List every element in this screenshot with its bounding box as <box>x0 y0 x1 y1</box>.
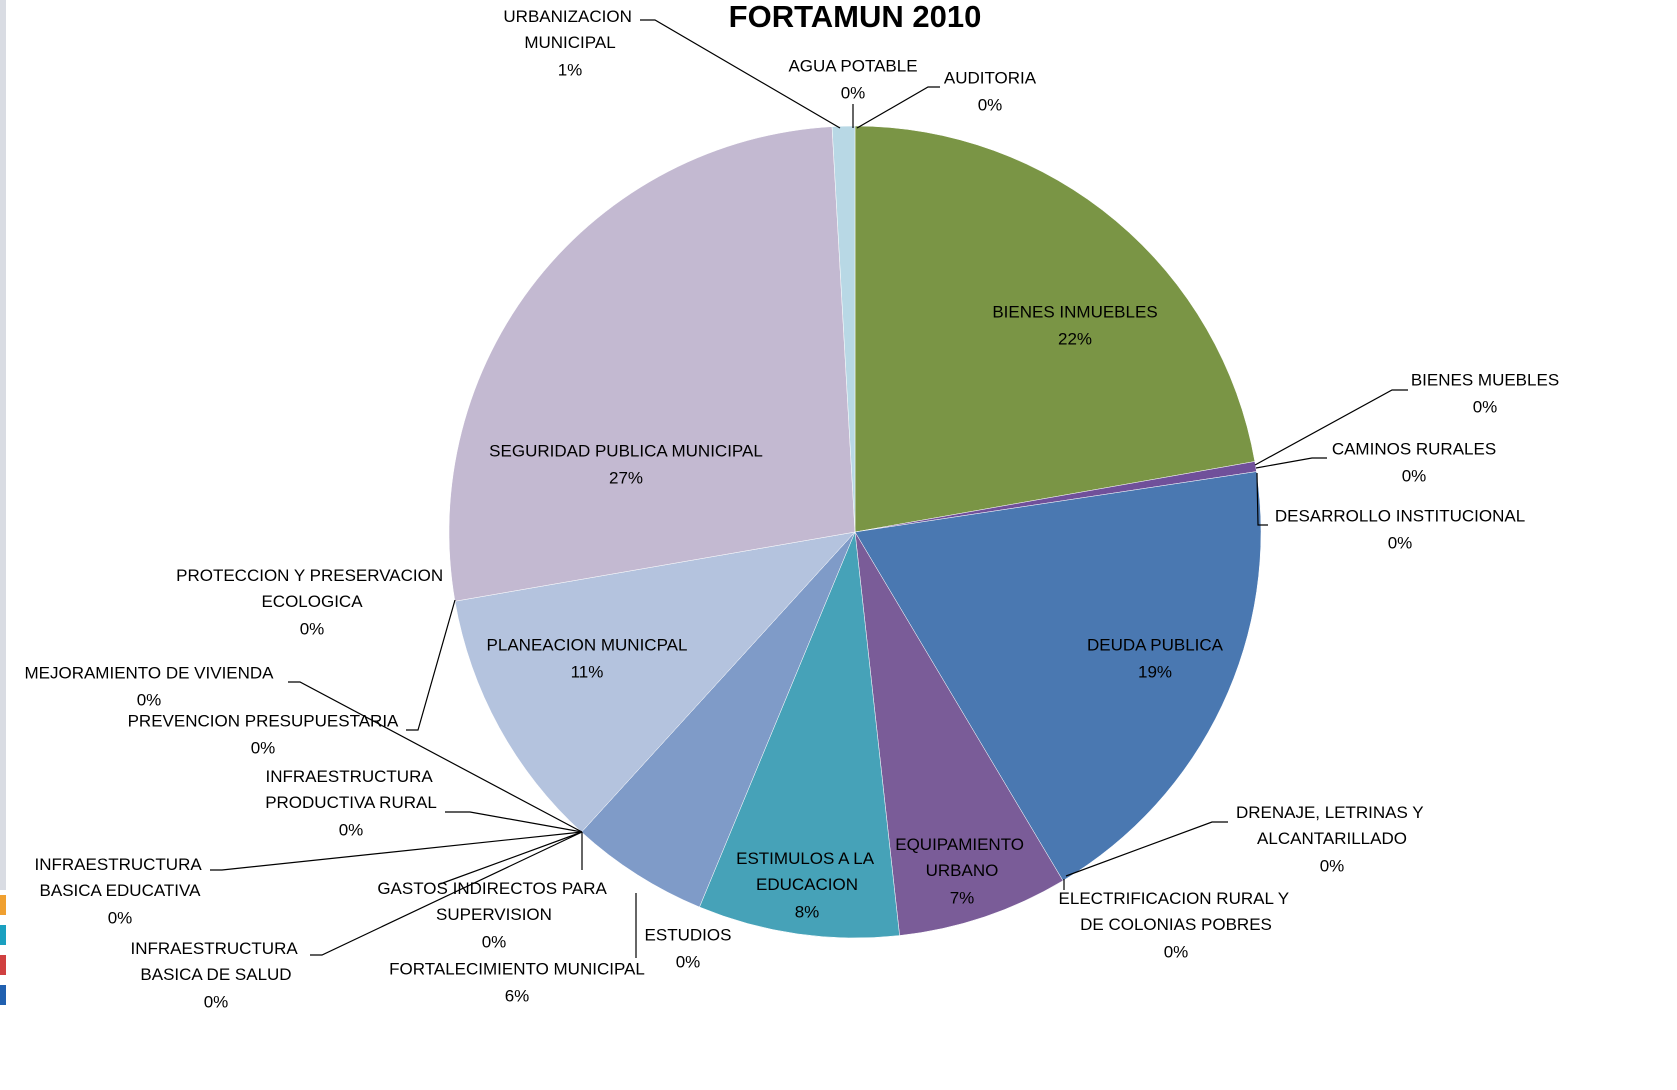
slice-value-label: 19% <box>1138 662 1172 681</box>
slice-label: URBANIZACION MUNICIPAL <box>503 7 636 52</box>
pie-slice <box>854 125 1256 533</box>
slice-label: DEUDA PUBLICA <box>1087 635 1224 654</box>
slice-label: ESTUDIOS <box>645 925 732 944</box>
slice-value-label: 7% <box>950 888 975 907</box>
slice-label: PROTECCION Y PRESERVACION ECOLOGICA <box>176 566 448 611</box>
leader-line <box>1255 457 1327 469</box>
leader-line <box>288 681 583 833</box>
slice-label: GASTOS INDIRECTOS PARA SUPERVISION <box>377 879 610 924</box>
slice-value-label: 0% <box>204 992 229 1011</box>
leader-line <box>1065 821 1228 877</box>
slice-label: ELECTRIFICACION RURAL Y DE COLONIAS POBR… <box>1059 889 1294 934</box>
slice-value-label: 1% <box>558 60 583 79</box>
pie-slice <box>448 126 856 602</box>
slice-value-label: 0% <box>1388 533 1413 552</box>
slice-value-label: 0% <box>1473 397 1498 416</box>
slice-label: INFRAESTRUCTURA BASICA EDUCATIVA <box>35 855 206 900</box>
slice-label: CAMINOS RURALES <box>1332 439 1496 458</box>
slice-value-label: 8% <box>795 902 820 921</box>
pie-slice <box>699 531 900 939</box>
leader-line <box>310 831 583 956</box>
pie-slice <box>831 125 856 533</box>
slice-value-label: 0% <box>978 95 1003 114</box>
edge-block <box>0 895 6 915</box>
leader-line <box>1254 389 1408 466</box>
slice-value-label: 0% <box>482 932 507 951</box>
slice-value-label: 6% <box>505 986 530 1005</box>
slice-label: PLANEACION MUNICPAL <box>487 635 688 654</box>
leader-line <box>1256 472 1268 526</box>
slice-value-label: 0% <box>1164 942 1189 961</box>
slice-label: INFRAESTRUCTURA BASICA DE SALUD <box>131 939 302 984</box>
chart-title: FORTAMUN 2010 <box>729 0 982 34</box>
slice-label: DRENAJE, LETRINAS Y ALCANTARILLADO <box>1236 803 1428 848</box>
slice-label: ESTIMULOS A LA EDUCACION <box>736 849 878 894</box>
slice-label: FORTALECIMIENTO MUNICIPAL <box>389 959 645 978</box>
leader-line <box>439 831 583 885</box>
leader-line <box>445 811 583 833</box>
slice-value-label: 27% <box>609 468 643 487</box>
pie-slice <box>454 531 856 833</box>
edge-block <box>0 925 6 945</box>
slice-label: DESARROLLO INSTITUCIONAL <box>1275 506 1525 525</box>
slice-label: AGUA POTABLE <box>788 56 917 75</box>
slice-value-label: 0% <box>676 952 701 971</box>
slice-label: BIENES INMUEBLES <box>992 302 1157 321</box>
slice-value-label: 11% <box>571 662 604 681</box>
slice-label: MEJORAMIENTO DE VIVIENDA <box>24 663 274 682</box>
slice-label: PREVENCION PRESUPUESTARIA <box>128 711 399 730</box>
slice-value-label: 0% <box>300 619 325 638</box>
slice-value-label: 0% <box>841 83 866 102</box>
pie-slice <box>581 531 856 908</box>
slice-value-label: 0% <box>108 908 133 927</box>
leader-line <box>640 19 841 129</box>
edge-block <box>0 985 6 1005</box>
slice-value-label: 0% <box>339 820 364 839</box>
leader-line <box>406 599 456 731</box>
pie-slice <box>854 471 1262 882</box>
slice-value-label: 0% <box>1320 856 1345 875</box>
slice-label: SEGURIDAD PUBLICA MUNICIPAL <box>489 441 763 460</box>
leader-line <box>210 831 583 871</box>
slice-label: INFRAESTRUCTURA PRODUCTIVA RURAL <box>265 767 437 812</box>
leader-line <box>856 86 940 129</box>
slice-value-label: 0% <box>137 690 162 709</box>
pie-slice <box>854 531 1064 936</box>
slice-value-label: 22% <box>1058 329 1092 348</box>
slice-value-label: 0% <box>1402 466 1427 485</box>
edge-strip <box>0 0 6 890</box>
edge-block <box>0 955 6 975</box>
slice-label: EQUIPAMIENTO URBANO <box>895 835 1029 880</box>
slice-label: BIENES MUEBLES <box>1411 370 1559 389</box>
slice-value-label: 0% <box>251 738 276 757</box>
slice-label: AUDITORIA <box>944 68 1037 87</box>
